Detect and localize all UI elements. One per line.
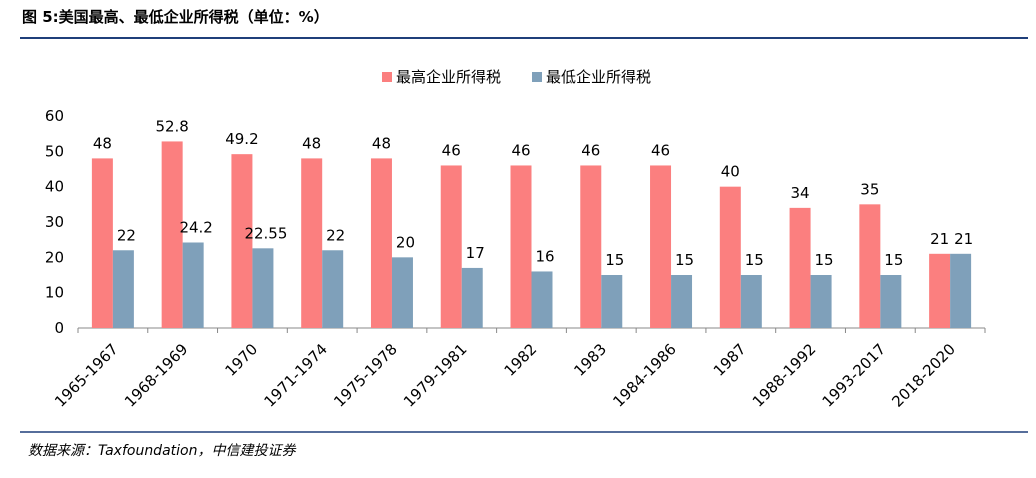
x-tick-label: 1979-1981 <box>400 340 471 411</box>
x-tick-label: 2018-2020 <box>888 340 959 411</box>
chart-title: 图 5:美国最高、最低企业所得税（单位：%） <box>22 8 329 26</box>
legend-label: 最低企业所得税 <box>546 68 651 86</box>
x-tick-label: 1971-1974 <box>260 340 331 411</box>
data-label: 22 <box>326 226 345 244</box>
data-label: 40 <box>721 163 740 181</box>
bar <box>601 275 623 328</box>
data-label: 46 <box>651 141 670 159</box>
bar <box>461 267 483 328</box>
bar <box>789 207 811 328</box>
bar <box>671 275 693 328</box>
data-label: 46 <box>511 141 530 159</box>
data-label: 15 <box>605 251 624 269</box>
data-label: 49.2 <box>225 130 258 148</box>
data-label: 34 <box>791 184 810 202</box>
y-tick-label: 50 <box>45 142 64 160</box>
data-label: 21 <box>954 230 973 248</box>
y-tick-label: 20 <box>45 248 64 266</box>
data-label: 17 <box>466 244 485 262</box>
bar <box>91 158 113 328</box>
legend-swatch <box>382 72 392 82</box>
bar <box>950 253 972 328</box>
data-label: 22 <box>117 226 136 244</box>
x-tick-label: 1984-1986 <box>609 340 680 411</box>
x-tick-label: 1965-1967 <box>51 340 122 411</box>
bar <box>810 275 832 328</box>
bar <box>859 204 881 328</box>
bar <box>391 257 413 328</box>
x-tick-label: 1975-1978 <box>330 340 401 411</box>
data-label: 15 <box>815 251 834 269</box>
bar <box>510 165 532 328</box>
data-label: 48 <box>302 134 321 152</box>
bar <box>440 165 462 328</box>
data-label: 46 <box>581 141 600 159</box>
bar <box>301 158 323 328</box>
bar <box>112 250 134 328</box>
bar <box>531 271 553 328</box>
x-tick-label: 1983 <box>570 340 610 380</box>
data-label: 35 <box>860 180 879 198</box>
bar <box>580 165 602 328</box>
data-label: 15 <box>884 251 903 269</box>
bar <box>719 186 741 328</box>
bar <box>740 275 762 328</box>
data-label: 15 <box>675 251 694 269</box>
y-tick-label: 40 <box>45 178 64 196</box>
y-tick-label: 60 <box>45 107 64 125</box>
x-tick-label: 1987 <box>710 340 750 380</box>
x-tick-label: 1970 <box>222 340 262 380</box>
y-tick-label: 30 <box>45 213 64 231</box>
data-label: 21 <box>930 230 949 248</box>
legend-swatch <box>532 72 542 82</box>
data-label: 22.55 <box>244 224 287 242</box>
data-label: 52.8 <box>155 117 188 135</box>
x-tick-label: 1988-1992 <box>749 340 820 411</box>
bar <box>161 141 183 328</box>
data-label: 24.2 <box>179 218 212 236</box>
data-label: 48 <box>93 134 112 152</box>
bar <box>252 248 274 328</box>
source: 数据来源：Taxfoundation，中信建投证券 <box>28 443 296 459</box>
data-label: 46 <box>442 141 461 159</box>
legend-label: 最高企业所得税 <box>396 68 501 86</box>
bar <box>370 158 392 328</box>
data-label: 48 <box>372 134 391 152</box>
bar <box>231 154 253 328</box>
y-tick-label: 10 <box>45 284 64 302</box>
bar <box>929 253 951 328</box>
y-tick-label: 0 <box>54 319 64 337</box>
bar <box>650 165 672 328</box>
data-label: 16 <box>535 247 554 265</box>
x-tick-label: 1993-2017 <box>819 340 890 411</box>
data-label: 20 <box>396 233 415 251</box>
x-tick-label: 1982 <box>501 340 541 380</box>
data-label: 15 <box>745 251 764 269</box>
bar <box>322 250 344 328</box>
x-tick-label: 1968-1969 <box>121 340 192 411</box>
bar <box>880 275 902 328</box>
bar <box>182 242 204 328</box>
